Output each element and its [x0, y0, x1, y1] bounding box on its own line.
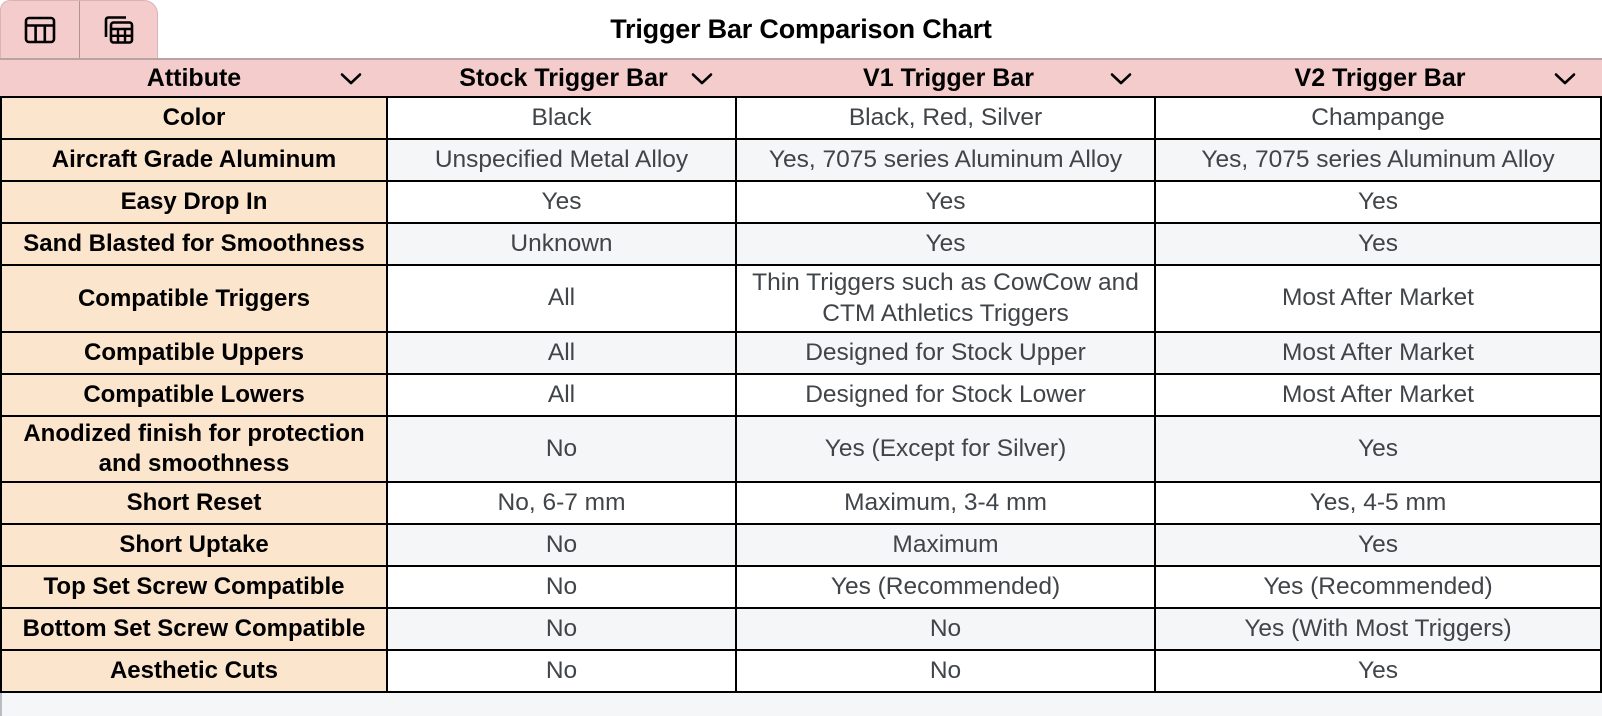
attribute-cell: Aesthetic Cuts — [2, 651, 388, 692]
value-cell: Most After Market — [1156, 266, 1600, 332]
attribute-cell: Compatible Uppers — [2, 333, 388, 374]
table-row: Aesthetic Cuts No No Yes — [2, 651, 1600, 692]
value-cell: Yes — [737, 182, 1156, 222]
tab-divider — [78, 1, 80, 58]
value-cell: No — [388, 567, 737, 608]
value-cell: No — [388, 651, 737, 692]
value-cell: Yes, 7075 series Aluminum Alloy — [1156, 140, 1600, 180]
table-row: Compatible Triggers All Thin Triggers such… — [2, 266, 1600, 334]
table-chart-icon — [22, 12, 58, 48]
attribute-cell: Color — [2, 98, 388, 138]
value-cell: Yes (Except for Silver) — [737, 417, 1156, 482]
value-cell: No, 6-7 mm — [388, 483, 737, 524]
chevron-down-icon[interactable] — [691, 73, 713, 86]
attribute-cell: Compatible Triggers — [2, 266, 388, 332]
chart-tab-strip — [0, 0, 158, 58]
value-cell: Yes — [1156, 224, 1600, 264]
attribute-cell: Top Set Screw Compatible — [2, 567, 388, 608]
table-row: Bottom Set Screw Compatible No No Yes (With… — [2, 609, 1600, 652]
attribute-cell: Bottom Set Screw Compatible — [2, 609, 388, 650]
attribute-cell: Anodized finish for protection and smoot… — [2, 417, 388, 482]
column-header-label: Attibute — [146, 63, 242, 92]
table-row: Anodized finish for protection and smoot… — [2, 417, 1600, 484]
value-cell: Champange — [1156, 98, 1600, 138]
value-cell: Yes (Recommended) — [737, 567, 1156, 608]
value-cell: Unknown — [388, 224, 737, 264]
value-cell: Black, Red, Silver — [737, 98, 1156, 138]
attribute-cell: Compatible Lowers — [2, 375, 388, 416]
column-header-attribute[interactable]: Attibute — [0, 60, 388, 96]
value-cell: No — [737, 651, 1156, 692]
value-cell: Yes — [1156, 182, 1600, 222]
chevron-down-icon[interactable] — [340, 73, 362, 86]
value-cell: Maximum — [737, 525, 1156, 566]
attribute-cell: Sand Blasted for Smoothness — [2, 224, 388, 264]
attribute-cell: Aircraft Grade Aluminum — [2, 140, 388, 180]
value-cell: No — [388, 417, 737, 482]
comparison-table: Color Black Black, Red, Silver Champange Air… — [0, 96, 1602, 694]
attribute-cell: Short Reset — [2, 483, 388, 524]
value-cell: Yes, 7075 series Aluminum Alloy — [737, 140, 1156, 180]
value-cell: Yes — [388, 182, 737, 222]
table-row: Aircraft Grade Aluminum Unspecified Metal… — [2, 140, 1600, 182]
value-cell: No — [388, 525, 737, 566]
value-cell: Maximum, 3-4 mm — [737, 483, 1156, 524]
table-row: Compatible Uppers All Designed for Stock U… — [2, 333, 1600, 376]
table-row: Color Black Black, Red, Silver Champange — [2, 98, 1600, 140]
value-cell: Yes — [1156, 651, 1600, 692]
column-header-label: Stock Trigger Bar — [459, 63, 668, 92]
value-cell: No — [737, 609, 1156, 650]
table-chart-tab[interactable] — [1, 1, 79, 58]
column-header-stock[interactable]: Stock Trigger Bar — [388, 60, 739, 96]
attribute-cell: Short Uptake — [2, 525, 388, 566]
value-cell: Yes — [737, 224, 1156, 264]
value-cell: Designed for Stock Upper — [737, 333, 1156, 374]
value-cell: All — [388, 375, 737, 416]
column-header-v1[interactable]: V1 Trigger Bar — [739, 60, 1158, 96]
value-cell: Yes, 4-5 mm — [1156, 483, 1600, 524]
table-row: Easy Drop In Yes Yes Yes — [2, 182, 1600, 224]
table-row: Sand Blasted for Smoothness Unknown Yes Yes — [2, 224, 1600, 266]
column-header-v2[interactable]: V2 Trigger Bar — [1158, 60, 1602, 96]
value-cell: All — [388, 266, 737, 332]
value-cell: Yes — [1156, 525, 1600, 566]
pivot-table-tab[interactable] — [80, 1, 158, 58]
chevron-down-icon[interactable] — [1554, 73, 1576, 86]
value-cell: Yes — [1156, 417, 1600, 482]
column-header-label: V2 Trigger Bar — [1294, 63, 1466, 92]
pivot-table-icon — [99, 11, 137, 49]
value-cell: Designed for Stock Lower — [737, 375, 1156, 416]
attribute-cell: Easy Drop In — [2, 182, 388, 222]
chevron-down-icon[interactable] — [1110, 73, 1132, 86]
value-cell: All — [388, 333, 737, 374]
table-row: Short Reset No, 6-7 mm Maximum, 3-4 mm Yes,… — [2, 483, 1600, 526]
chart-title: Trigger Bar Comparison Chart — [610, 13, 992, 44]
column-header-label: V1 Trigger Bar — [863, 63, 1034, 92]
partial-next-row — [0, 693, 1602, 716]
value-cell: Thin Triggers such as CowCow and CTM Ath… — [737, 266, 1156, 332]
table-row: Short Uptake No Maximum Yes — [2, 525, 1600, 568]
table-header-row: Attibute Stock Trigger Bar V1 Trigger Ba… — [0, 58, 1602, 96]
top-bar: Trigger Bar Comparison Chart — [0, 0, 1602, 58]
value-cell: Black — [388, 98, 737, 138]
value-cell: Yes (With Most Triggers) — [1156, 609, 1600, 650]
value-cell: Most After Market — [1156, 333, 1600, 374]
table-row: Top Set Screw Compatible No Yes (Recommend… — [2, 567, 1600, 610]
value-cell: Yes (Recommended) — [1156, 567, 1600, 608]
table-row: Compatible Lowers All Designed for Stock L… — [2, 375, 1600, 418]
value-cell: Most After Market — [1156, 375, 1600, 416]
value-cell: No — [388, 609, 737, 650]
value-cell: Unspecified Metal Alloy — [388, 140, 737, 180]
